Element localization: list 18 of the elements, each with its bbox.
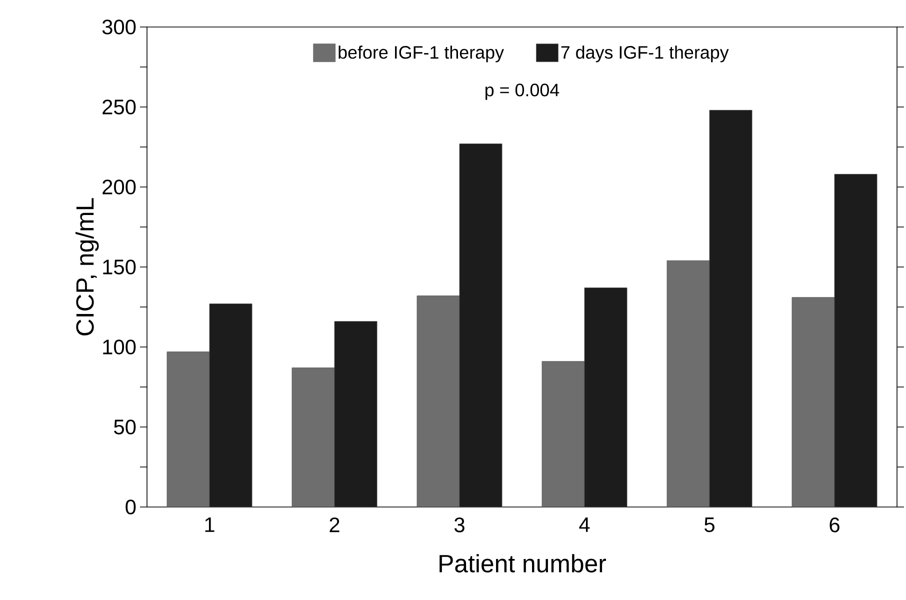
y-tick-label: 250 [102, 100, 136, 114]
y-tick-label: 150 [103, 260, 136, 274]
x-tick-label: 1 [205, 518, 214, 532]
legend-label: 7 days IGF-1 therapy [561, 46, 729, 62]
y-tick-label: 100 [103, 340, 136, 354]
x-axis-title: Patient number [440, 554, 606, 572]
x-tick-label: 3 [454, 518, 464, 532]
y-tick-label: 50 [114, 420, 136, 434]
x-tick-label: 5 [704, 518, 714, 532]
x-tick-label: 6 [830, 518, 840, 532]
annotation: p = 0.004 [486, 84, 560, 100]
y-tick-label: 300 [102, 20, 136, 34]
y-tick-label: 0 [126, 500, 136, 514]
y-axis-title: CICP, ng/mL [76, 198, 99, 336]
y-tick-label: 200 [102, 180, 136, 194]
x-tick-label: 4 [579, 518, 590, 532]
legend-label: before IGF-1 therapy [338, 46, 504, 62]
x-tick-label: 2 [330, 518, 340, 532]
